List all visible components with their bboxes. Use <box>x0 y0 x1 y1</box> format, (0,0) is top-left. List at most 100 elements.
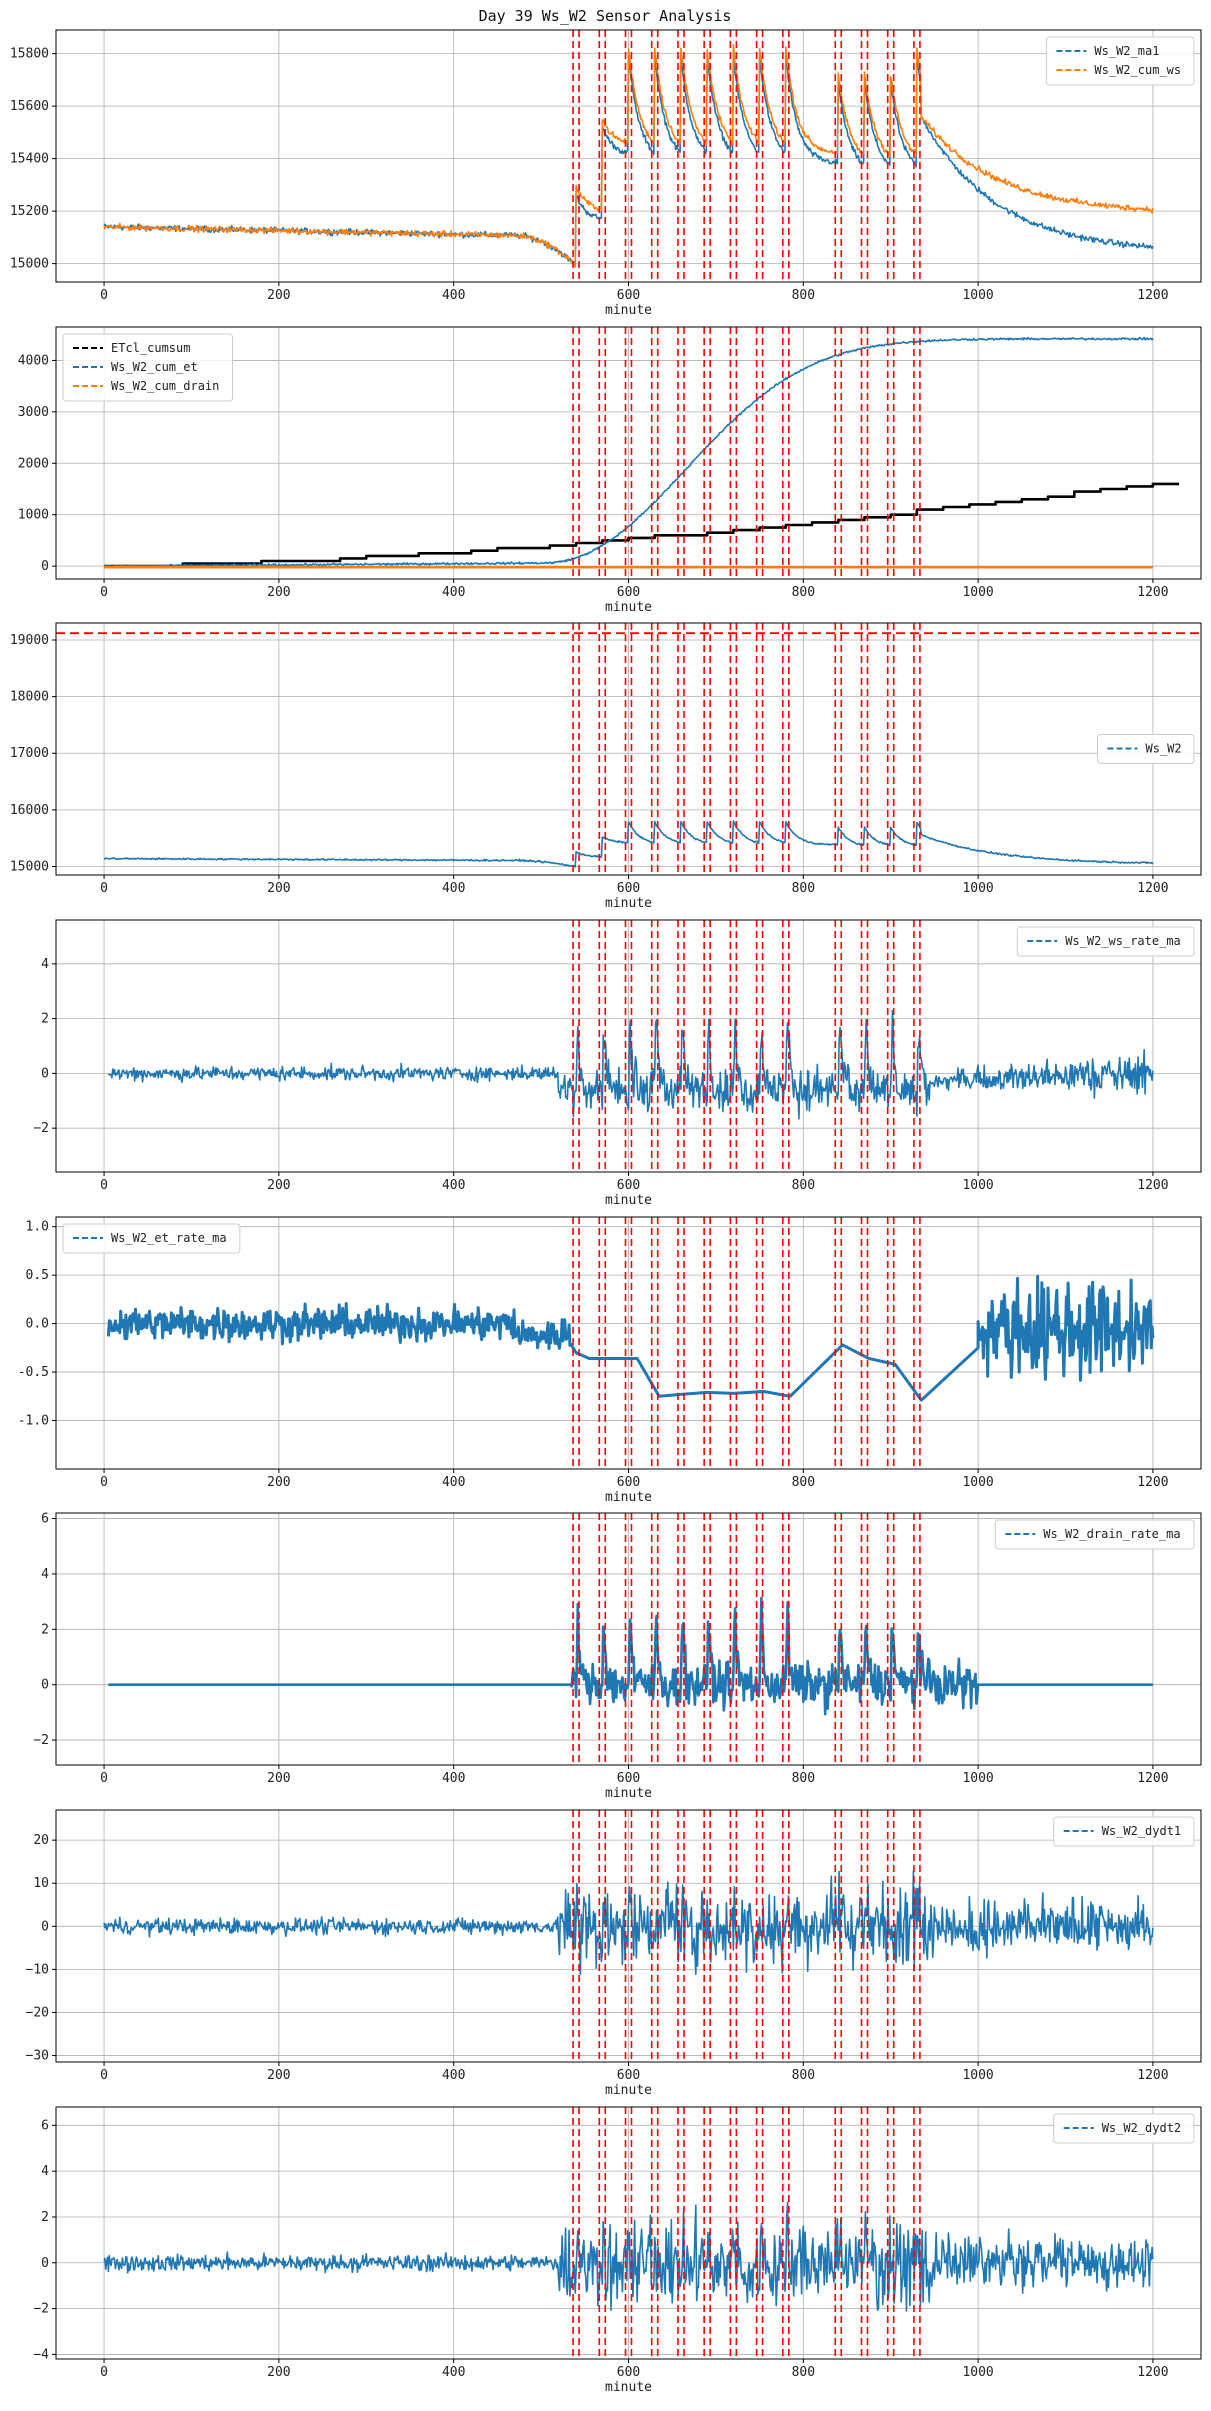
x-tick-label: 600 <box>617 1771 640 1786</box>
y-tick-label: -0.5 <box>18 1365 49 1380</box>
y-tick-label: 15000 <box>10 257 49 272</box>
series-line-ws-w2-dydt1 <box>103 1870 1154 1976</box>
legend-label: Ws_W2_dydt1 <box>1102 1824 1181 1838</box>
x-tick-label: 1000 <box>962 1771 993 1786</box>
x-tick-label: 600 <box>617 2365 640 2380</box>
x-tick-label: 1200 <box>1137 288 1168 303</box>
y-tick-label: −10 <box>26 1962 49 1977</box>
y-tick-label: 4000 <box>18 353 49 368</box>
plot-area <box>107 920 1154 1172</box>
subplot-7: 0 200 400 600 800 1000 1200 −30 −20 −10 0 10 20 minut… <box>26 1809 1202 2098</box>
legend-label: Ws_W2_dydt2 <box>1102 2121 1181 2135</box>
y-tick-label: -1.0 <box>18 1414 49 1429</box>
x-tick-label: 0 <box>100 585 108 600</box>
x-axis-label: minute <box>605 1193 652 1208</box>
y-tick-label: −2 <box>33 1121 49 1136</box>
series-line-ws-w2-cum-et <box>104 336 1154 568</box>
x-tick-label: 200 <box>267 881 290 896</box>
x-tick-label: 400 <box>442 288 465 303</box>
legend-label: Ws_W2_cum_ws <box>1094 63 1181 77</box>
legend-label: Ws_W2_cum_drain <box>111 379 219 393</box>
plot-area <box>103 1810 1154 2062</box>
x-tick-label: 400 <box>442 1475 465 1490</box>
x-tick-label: 600 <box>617 1475 640 1490</box>
x-tick-label: 200 <box>267 1475 290 1490</box>
x-tick-label: 400 <box>442 1771 465 1786</box>
y-tick-label: 19000 <box>10 633 49 648</box>
x-tick-label: 1200 <box>1137 585 1168 600</box>
x-tick-label: 0 <box>100 2068 108 2083</box>
y-tick-label: 17000 <box>10 746 49 761</box>
x-tick-label: 800 <box>792 585 815 600</box>
x-tick-label: 0 <box>100 1475 108 1490</box>
y-tick-label: 6 <box>41 2118 49 2133</box>
legend-label: Ws_W2 <box>1146 742 1182 756</box>
y-tick-label: 15600 <box>10 99 49 114</box>
y-tick-label: 16000 <box>10 803 49 818</box>
x-tick-label: 800 <box>792 288 815 303</box>
y-tick-label: 0.0 <box>26 1317 49 1332</box>
x-tick-label: 0 <box>100 881 108 896</box>
x-tick-label: 0 <box>100 2365 108 2380</box>
x-tick-label: 1000 <box>962 2068 993 2083</box>
subplot-1: 0 200 400 600 800 1000 1200 15000 15200 15400 1560… <box>10 29 1202 318</box>
y-tick-label: 0.5 <box>26 1268 49 1283</box>
x-tick-label: 400 <box>442 1178 465 1193</box>
legend: Ws_W2 <box>1097 734 1195 764</box>
plot-area <box>103 2107 1154 2359</box>
x-tick-label: 1000 <box>962 288 993 303</box>
x-tick-label: 600 <box>617 585 640 600</box>
x-tick-label: 1200 <box>1137 881 1168 896</box>
x-tick-label: 800 <box>792 1178 815 1193</box>
x-tick-label: 600 <box>617 1178 640 1193</box>
x-tick-label: 0 <box>100 288 108 303</box>
y-tick-label: −30 <box>26 2049 49 2064</box>
legend: ETcl_cumsum Ws_W2_cum_et Ws_W2_cum_drain <box>62 333 233 402</box>
series-line-ws-w2-ws-rate-ma <box>107 1009 1154 1120</box>
y-tick-label: 15800 <box>10 47 49 62</box>
x-tick-label: 600 <box>617 2068 640 2083</box>
x-tick-label: 1000 <box>962 1475 993 1490</box>
x-tick-label: 600 <box>617 288 640 303</box>
y-tick-label: −2 <box>33 1733 49 1748</box>
x-axis-label: minute <box>605 2380 652 2395</box>
subplot-3: 0 200 400 600 800 1000 1200 15000 16000 17000 1800… <box>10 622 1202 911</box>
x-tick-label: 400 <box>442 881 465 896</box>
x-tick-label: 200 <box>267 1178 290 1193</box>
x-tick-label: 200 <box>267 585 290 600</box>
y-tick-label: 2 <box>41 2210 49 2225</box>
x-tick-label: 400 <box>442 585 465 600</box>
y-tick-label: 0 <box>41 1066 49 1081</box>
y-tick-label: 0 <box>41 1678 49 1693</box>
x-tick-label: 1200 <box>1137 1771 1168 1786</box>
y-tick-label: 6 <box>41 1512 49 1527</box>
y-tick-label: 2 <box>41 1012 49 1027</box>
x-tick-label: 800 <box>792 2365 815 2380</box>
series-line-etcl-cumsum <box>104 482 1180 568</box>
x-tick-label: 800 <box>792 1475 815 1490</box>
legend-label: Ws_W2_drain_rate_ma <box>1043 1527 1180 1541</box>
x-axis-label: minute <box>605 600 652 615</box>
x-tick-label: 400 <box>442 2365 465 2380</box>
subplot-6: 0 200 400 600 800 1000 1200 −2 0 2 4 6 minute Ws_W2_d… <box>33 1512 1202 1801</box>
legend: Ws_W2_ws_rate_ma <box>1016 926 1195 957</box>
x-axis-label: minute <box>605 2083 652 2098</box>
y-tick-label: 1.0 <box>26 1220 49 1235</box>
legend-label: Ws_W2_ma1 <box>1094 44 1159 58</box>
x-tick-label: 1000 <box>962 585 993 600</box>
y-tick-label: 18000 <box>10 690 49 705</box>
x-tick-label: 0 <box>100 1178 108 1193</box>
subplot-8: 0 200 400 600 800 1000 1200 −4 −2 0 2 4 6 minute Ws_W2… <box>33 2106 1202 2395</box>
x-tick-label: 800 <box>792 2068 815 2083</box>
x-tick-label: 1200 <box>1137 1475 1168 1490</box>
legend: Ws_W2_ma1 Ws_W2_cum_ws <box>1045 36 1195 86</box>
plot-area <box>104 327 1180 579</box>
legend: Ws_W2_dydt2 <box>1053 2113 1195 2144</box>
y-tick-label: 4 <box>41 2164 49 2179</box>
subplot-2: 0 200 400 600 800 1000 1200 0 1000 2000 3000 4000 mi… <box>18 326 1202 615</box>
series-line-ws-w2-et-rate-ma <box>106 1274 1155 1402</box>
x-tick-label: 1000 <box>962 2365 993 2380</box>
x-tick-label: 1000 <box>962 881 993 896</box>
x-tick-label: 1200 <box>1137 2068 1168 2083</box>
